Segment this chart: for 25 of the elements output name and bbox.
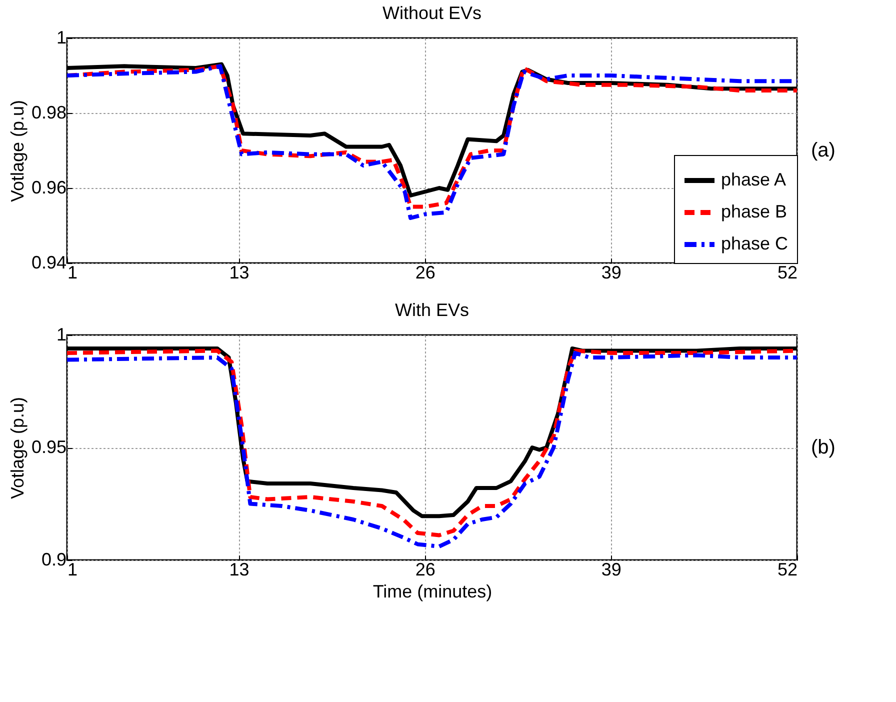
- chart-title: With EVs: [394, 300, 470, 320]
- y-tick-label: 0.9: [41, 550, 66, 570]
- y-axis-title: Votlage (p.u): [7, 396, 28, 500]
- legend-label: phase A: [721, 170, 786, 190]
- x-tick-label: 26: [415, 262, 436, 282]
- y-tick-label: 0.98: [31, 102, 66, 122]
- y-tick-label: 1: [56, 28, 66, 48]
- x-tick-label: 52: [777, 560, 798, 580]
- y-tick-label: 0.94: [31, 252, 66, 272]
- text: (b): [811, 436, 836, 458]
- y-tick-label: 0.96: [31, 178, 66, 198]
- x-tick-label: 13: [229, 262, 250, 282]
- legend-label: phase C: [721, 234, 788, 254]
- y-tick-label: 1: [56, 324, 66, 344]
- y-axis-title: Votlage (p.u): [7, 100, 28, 202]
- legend-label: phase B: [721, 202, 788, 222]
- y-tick-label: 0.95: [31, 437, 66, 457]
- chart-title: Without EVs: [382, 3, 482, 23]
- x-tick-label: 39: [601, 262, 622, 282]
- x-axis-title: Time (minutes): [372, 582, 492, 602]
- text: (a): [811, 140, 836, 162]
- x-tick-label: 26: [415, 560, 436, 580]
- x-tick-label: 52: [777, 262, 798, 282]
- x-tick-label: 39: [601, 560, 622, 580]
- x-tick-label: 13: [229, 560, 250, 580]
